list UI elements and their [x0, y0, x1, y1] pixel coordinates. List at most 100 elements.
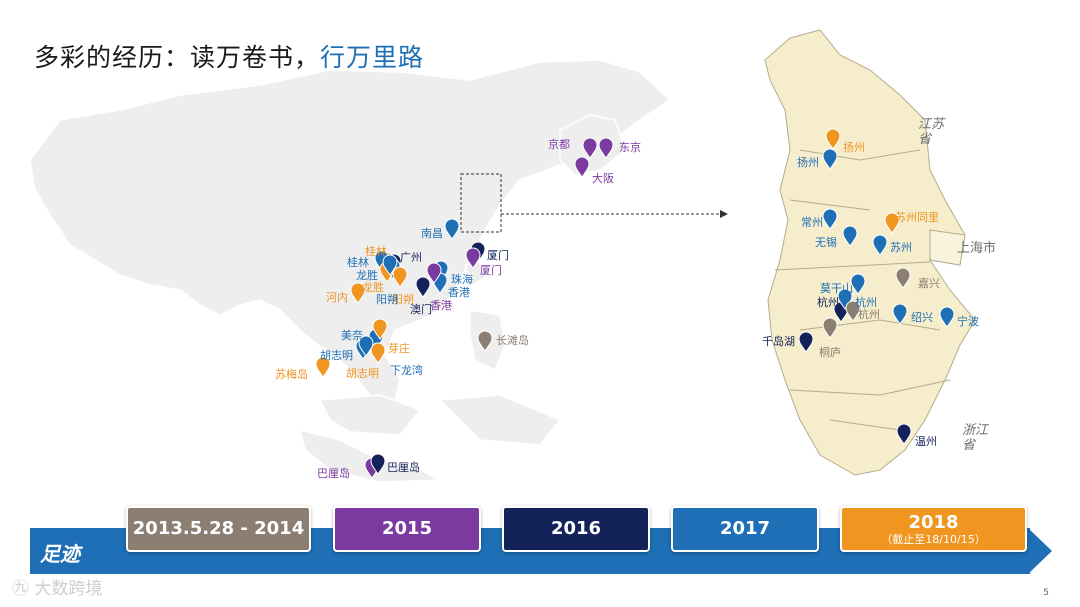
map-pin-icon	[370, 342, 386, 364]
asia-pin[interactable]	[392, 266, 408, 288]
jz-pin-label: 嘉兴	[918, 277, 940, 290]
jiangzhe-outline	[764, 29, 976, 476]
region-label-jiangsu: 江苏 省	[918, 117, 944, 147]
asia-pin[interactable]	[465, 247, 481, 269]
map-pin-icon	[842, 225, 858, 247]
asia-pin-label: 桂林	[365, 245, 387, 258]
jz-pin[interactable]	[822, 148, 838, 170]
jz-pin-label: 莫干山	[820, 282, 853, 295]
jz-pin-label: 桐庐	[819, 346, 841, 359]
period-2018-label: 2018	[908, 511, 959, 533]
period-2014[interactable]: 2013.5.28 - 2014	[126, 506, 311, 552]
period-2015-label: 2015	[381, 518, 433, 539]
region-label-shanghai: 上海市	[957, 241, 997, 256]
map-pins	[315, 128, 955, 479]
jz-pin[interactable]	[798, 331, 814, 353]
asia-pin[interactable]	[382, 254, 398, 276]
map-pin-icon	[350, 282, 366, 304]
asia-pin[interactable]	[574, 156, 590, 178]
jz-pin-label: 无锡	[815, 236, 837, 249]
zoom-box	[460, 173, 502, 233]
map-pin-icon	[358, 335, 374, 357]
asia-pin-label: 珠海	[451, 273, 473, 286]
asia-pin[interactable]	[582, 137, 598, 159]
jz-pin-label: 苏州同里	[895, 211, 939, 224]
jz-pin[interactable]	[845, 300, 861, 322]
jz-pin[interactable]	[895, 267, 911, 289]
map-pin-icon	[895, 267, 911, 289]
title-highlight: 行万里路	[320, 43, 425, 72]
map-pin-icon	[872, 234, 888, 256]
map-pin-icon	[382, 254, 398, 276]
period-2016[interactable]: 2016	[502, 506, 650, 552]
timeline-label: 足迹	[40, 542, 80, 566]
asia-pin[interactable]	[370, 342, 386, 364]
period-2018[interactable]: 2018 （截止至18/10/15）	[840, 506, 1027, 552]
jiangzhe-map	[764, 29, 976, 476]
asia-pin-label: 厦门	[487, 249, 509, 262]
jz-pin-label: 千岛湖	[762, 335, 795, 348]
asia-pin[interactable]	[370, 453, 386, 475]
jz-pin[interactable]	[884, 212, 900, 234]
zoom-arrow-head	[720, 210, 728, 218]
watermark-logo-icon: ㊈	[12, 579, 29, 599]
map-pin-icon	[892, 303, 908, 325]
jz-pin-label: 宁波	[957, 315, 979, 328]
jz-pin[interactable]	[939, 306, 955, 328]
asia-map	[29, 59, 672, 483]
asia-pin-label: 下龙湾	[390, 364, 423, 377]
asia-pin[interactable]	[426, 262, 442, 284]
map-pin-icon	[822, 317, 838, 339]
asia-pin-label: 香港	[430, 299, 452, 312]
jz-pin[interactable]	[850, 273, 866, 295]
jz-pin-label: 扬州	[797, 156, 819, 169]
asia-pin-label: 大阪	[592, 172, 614, 185]
asia-pin[interactable]	[415, 276, 431, 298]
map-pin-icon	[939, 306, 955, 328]
map-pin-icon	[825, 128, 841, 150]
map-pin-icon	[598, 137, 614, 159]
asia-pin[interactable]	[372, 318, 388, 340]
map-pin-icon	[845, 300, 861, 322]
jz-pin[interactable]	[896, 423, 912, 445]
map-pin-icon	[884, 212, 900, 234]
asia-pin-label: 巴厘岛	[387, 461, 420, 474]
asia-pin-label: 广州	[400, 251, 422, 264]
asia-pin-label: 阳朔	[392, 293, 414, 306]
jz-pin-label: 杭州	[817, 296, 839, 309]
period-2017[interactable]: 2017	[671, 506, 819, 552]
asia-pin-label: 龙胜	[356, 269, 378, 282]
period-2016-label: 2016	[550, 518, 602, 539]
asia-pin[interactable]	[350, 282, 366, 304]
jz-pin-label: 杭州	[858, 308, 880, 321]
jz-pin[interactable]	[825, 128, 841, 150]
map-pin-icon	[415, 276, 431, 298]
asia-pin[interactable]	[598, 137, 614, 159]
jz-pin[interactable]	[872, 234, 888, 256]
jz-pin[interactable]	[842, 225, 858, 247]
asia-mainland	[29, 59, 672, 401]
map-pin-icon	[315, 356, 331, 378]
asia-pin-label: 阳朔	[376, 293, 398, 306]
jz-pin[interactable]	[822, 208, 838, 230]
period-2017-label: 2017	[719, 518, 771, 539]
asia-pin-label: 长滩岛	[496, 334, 529, 347]
new-guinea-landmass	[438, 394, 562, 446]
asia-pin[interactable]	[444, 218, 460, 240]
asia-pin[interactable]	[358, 335, 374, 357]
map-pin-icon	[477, 330, 493, 352]
jz-pin-label: 绍兴	[911, 311, 933, 324]
asia-pin[interactable]	[315, 356, 331, 378]
timeline-arrow-head	[1028, 528, 1052, 574]
asia-pin[interactable]	[477, 330, 493, 352]
jz-pin[interactable]	[822, 317, 838, 339]
jz-pin-label: 常州	[801, 216, 823, 229]
indonesia-landmass	[298, 428, 441, 483]
page-title: 多彩的经历：读万卷书，行万里路	[34, 38, 424, 74]
borneo-landmass	[318, 394, 422, 436]
map-pin-icon	[372, 318, 388, 340]
region-label-zhejiang: 浙江 省	[962, 423, 988, 453]
asia-pin-label: 河内	[326, 291, 348, 304]
jz-pin[interactable]	[892, 303, 908, 325]
period-2015[interactable]: 2015	[333, 506, 481, 552]
